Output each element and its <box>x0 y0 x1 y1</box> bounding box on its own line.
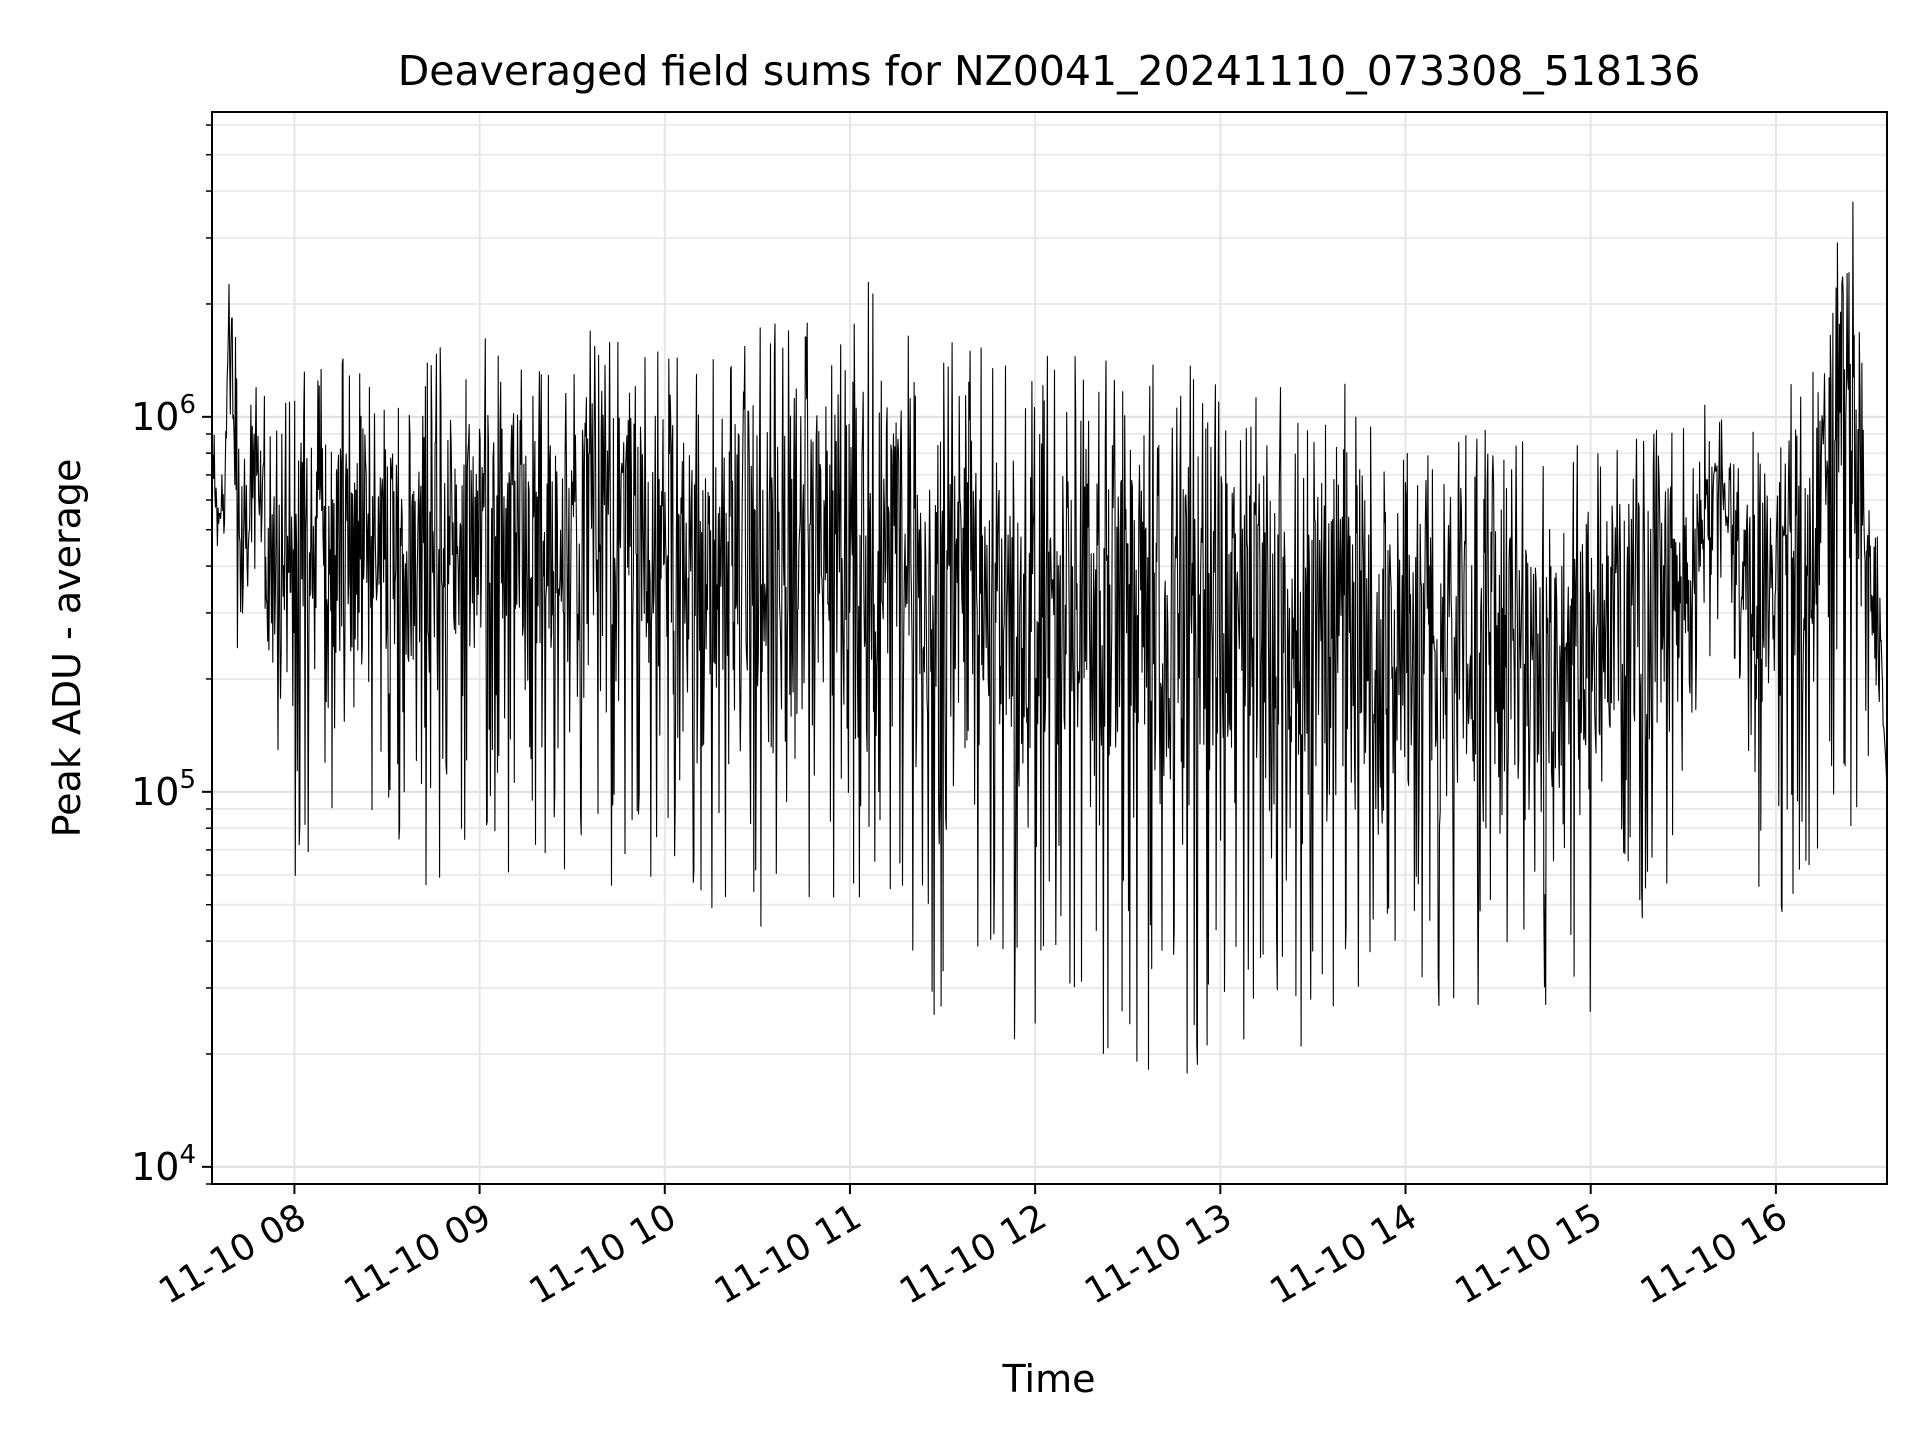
y-tick-label: 104 <box>131 1140 196 1189</box>
x-axis-label: Time <box>1002 1357 1096 1401</box>
y-tick-label: 105 <box>131 765 196 814</box>
y-axis-ticks: 104 105 106 <box>131 124 212 1189</box>
series-line <box>212 201 1888 1074</box>
chart-title: Deaveraged field sums for NZ0041_2024111… <box>398 47 1701 95</box>
y-axis-label: Peak ADU - average <box>45 459 89 838</box>
series-area <box>212 201 1888 1074</box>
y-tick-label: 106 <box>131 390 196 439</box>
plot-frame <box>211 111 1888 1185</box>
